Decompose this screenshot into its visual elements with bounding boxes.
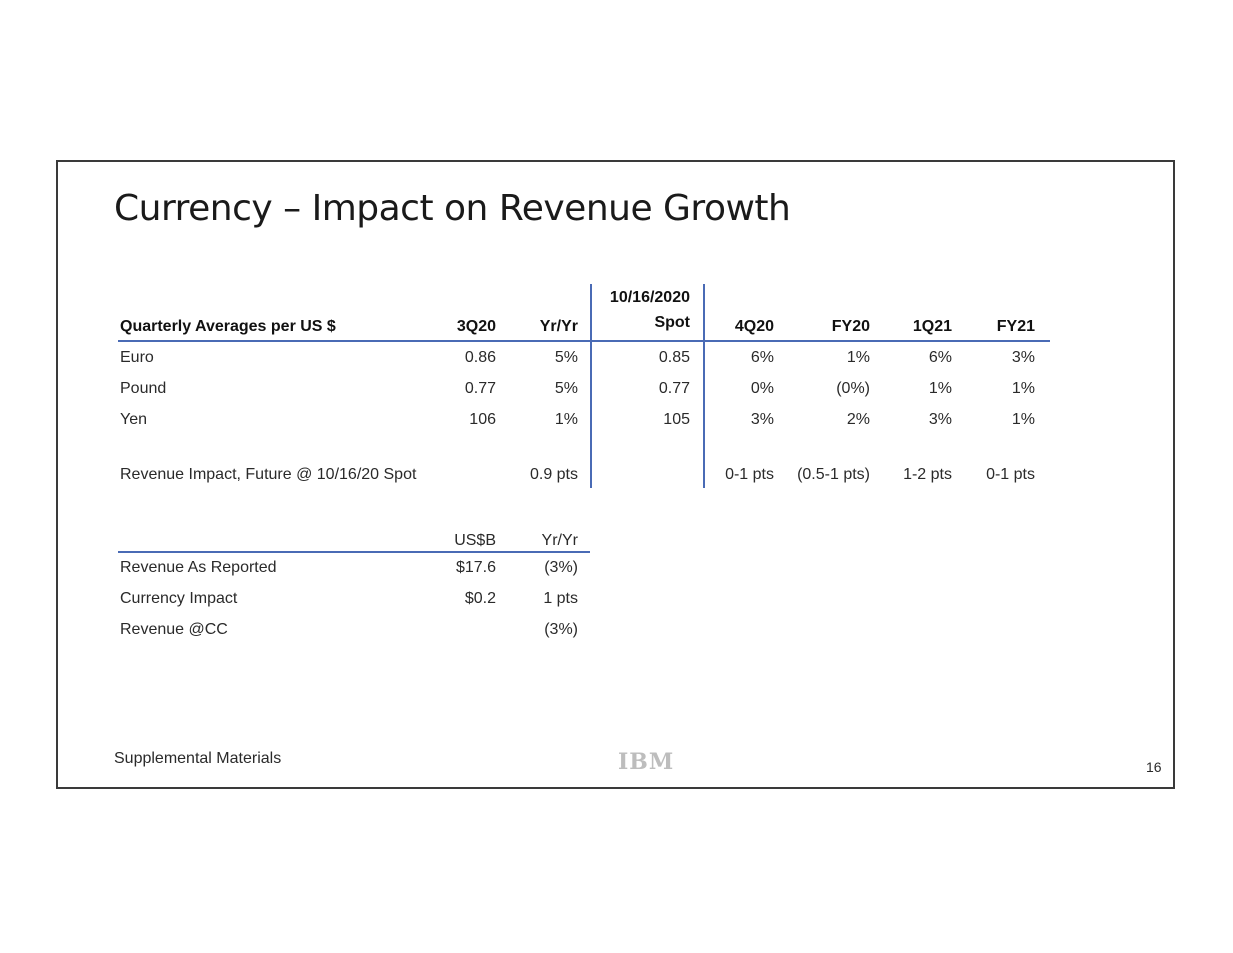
page-title: Currency – Impact on Revenue Growth: [114, 188, 791, 229]
slide: Currency – Impact on Revenue Growth 10/1…: [56, 160, 1175, 789]
header-fy21: FY21: [996, 318, 1035, 335]
cell-fy20: 2%: [846, 411, 870, 428]
cell-1q21: 1%: [928, 380, 952, 397]
header-spot: Spot: [654, 314, 690, 331]
cell-yr-yr: 5%: [554, 380, 578, 397]
revenue-header-rule: [118, 551, 590, 553]
cell-fy21: 0-1 pts: [986, 466, 1035, 483]
cell-1q21: 1-2 pts: [903, 466, 952, 483]
row-label: Yen: [120, 411, 147, 428]
header-1q21: 1Q21: [912, 318, 952, 335]
cell-4q20: 3%: [750, 411, 774, 428]
cell-3q20: 0.77: [464, 380, 496, 397]
row-label: Pound: [120, 380, 167, 397]
cell-spot: 105: [663, 411, 690, 428]
cell-spot: 0.85: [658, 349, 690, 366]
row-label: Revenue As Reported: [120, 559, 277, 576]
row-label: Revenue Impact, Future @ 10/16/20 Spot: [120, 466, 417, 483]
row-label: Currency Impact: [120, 590, 238, 607]
cell-fy21: 3%: [1011, 349, 1035, 366]
cell-4q20: 0-1 pts: [725, 466, 774, 483]
header-4q20: 4Q20: [734, 318, 774, 335]
cell-fy20: 1%: [846, 349, 870, 366]
header-yr-yr: Yr/Yr: [541, 532, 578, 549]
cell-yr-yr: 0.9 pts: [529, 466, 578, 483]
cell-yr-yr: (3%): [544, 559, 578, 576]
cell-fy21: 1%: [1011, 380, 1035, 397]
row-label: Revenue @CC: [120, 621, 228, 638]
header-usdb: US$B: [454, 532, 496, 549]
header-yr-yr: Yr/Yr: [539, 318, 578, 335]
cell-usdb: $0.2: [464, 590, 496, 607]
cell-yr-yr: 1%: [554, 411, 578, 428]
header-fy20: FY20: [831, 318, 870, 335]
row-label: Euro: [120, 349, 154, 366]
cell-3q20: 0.86: [464, 349, 496, 366]
spot-header-date: 10/16/2020: [609, 289, 690, 306]
header-3q20: 3Q20: [456, 318, 496, 335]
cell-yr-yr: (3%): [544, 621, 578, 638]
footer-label: Supplemental Materials: [114, 750, 282, 767]
cell-fy20: (0%): [836, 380, 870, 397]
cell-yr-yr: 1 pts: [543, 590, 578, 607]
cell-1q21: 6%: [928, 349, 952, 366]
table-header-rule: [118, 340, 1050, 342]
cell-4q20: 6%: [750, 349, 774, 366]
cell-1q21: 3%: [928, 411, 952, 428]
cell-spot: 0.77: [658, 380, 690, 397]
page-number: 16: [1146, 759, 1162, 775]
cell-usdb: $17.6: [455, 559, 496, 576]
cell-yr-yr: 5%: [554, 349, 578, 366]
cell-fy21: 1%: [1011, 411, 1035, 428]
ibm-logo: IBM: [618, 749, 675, 775]
spot-column-left-rule: [590, 284, 592, 488]
cell-fy20: (0.5-1 pts): [797, 466, 870, 483]
cell-4q20: 0%: [750, 380, 774, 397]
spot-column-right-rule: [703, 284, 705, 488]
header-quarterly-averages: Quarterly Averages per US $: [120, 318, 336, 335]
cell-3q20: 106: [469, 411, 496, 428]
